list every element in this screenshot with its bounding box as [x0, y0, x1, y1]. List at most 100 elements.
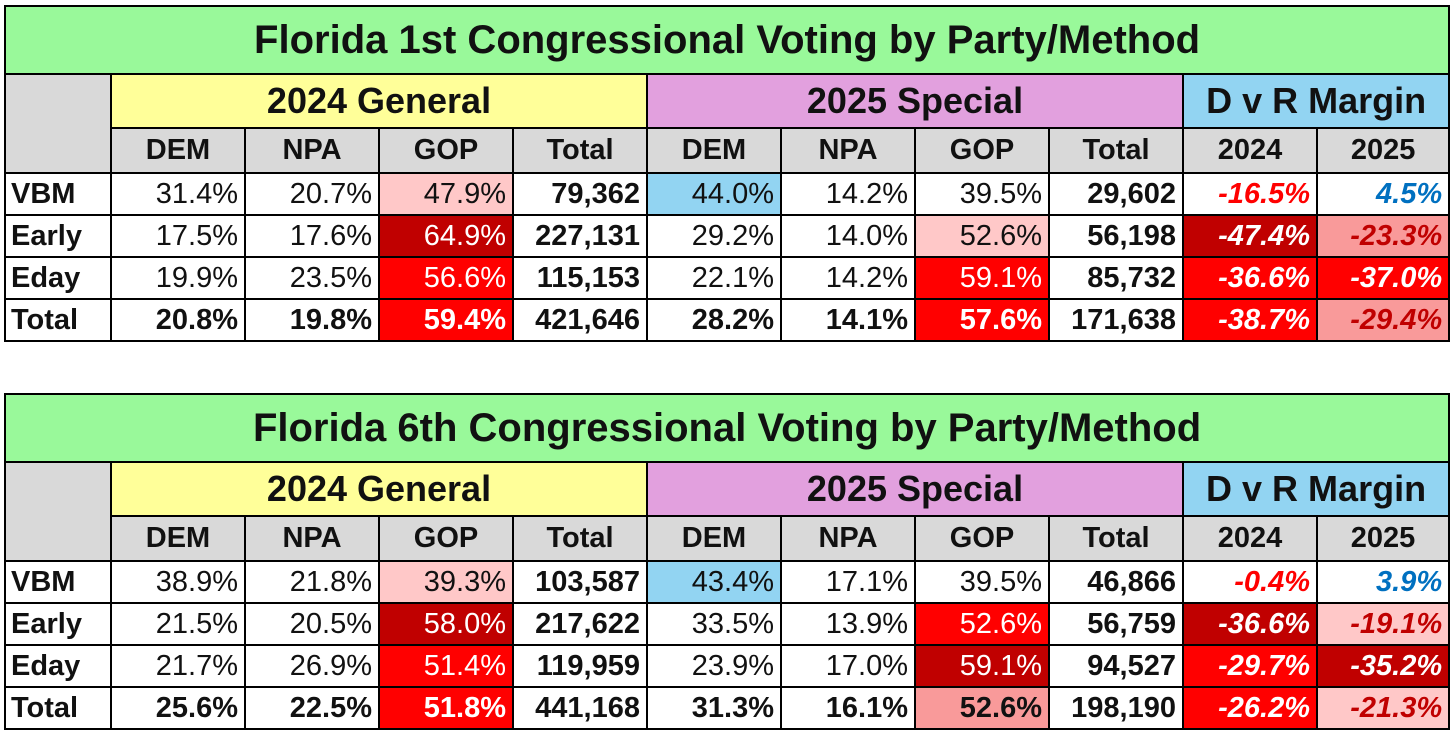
cell: 94,527 [1048, 644, 1184, 688]
col-header: GOP [378, 515, 514, 562]
cell: -47.4% [1182, 214, 1318, 258]
cell: 441,168 [512, 686, 648, 730]
cell: 119,959 [512, 644, 648, 688]
row-label: Eday [4, 644, 112, 688]
col-header: GOP [914, 127, 1050, 174]
table-row: Early 21.5% 20.5% 58.0% 217,622 33.5% 13… [4, 602, 1451, 646]
cell: 20.5% [244, 602, 380, 646]
cell: -26.2% [1182, 686, 1318, 730]
cell: -29.4% [1315, 298, 1451, 342]
col-header: DEM [646, 127, 782, 174]
cell: 115,153 [512, 256, 648, 300]
col-header: Total [512, 515, 648, 562]
col-header: NPA [780, 127, 916, 174]
col-header: NPA [244, 515, 380, 562]
row-label: VBM [4, 172, 112, 216]
cell: 31.3% [646, 686, 782, 730]
fl1-table: Florida 1st Congressional Voting by Part… [3, 5, 1451, 342]
group-header-2024-general: 2024 General [110, 73, 648, 129]
cell: 56.6% [378, 256, 514, 300]
cell: 52.6% [914, 214, 1050, 258]
cell: 46,866 [1048, 560, 1184, 604]
row-label: Eday [4, 256, 112, 300]
row-label: Total [4, 298, 112, 342]
table-row: Total 25.6% 22.5% 51.8% 441,168 31.3% 16… [4, 686, 1451, 730]
table-block-fl1: Florida 1st Congressional Voting by Part… [3, 5, 1451, 342]
cell: 14.0% [780, 214, 916, 258]
group-header-2025-special: 2025 Special [646, 461, 1184, 517]
cell: 59.1% [914, 644, 1050, 688]
cell: 56,198 [1048, 214, 1184, 258]
cell: 20.8% [110, 298, 246, 342]
cell: 21.5% [110, 602, 246, 646]
row-label: VBM [4, 560, 112, 604]
table-row: VBM 31.4% 20.7% 47.9% 79,362 44.0% 14.2%… [4, 172, 1451, 216]
fl6-table: Florida 6th Congressional Voting by Part… [3, 393, 1451, 730]
cell: 17.1% [780, 560, 916, 604]
cell: 25.6% [110, 686, 246, 730]
cell: -0.4% [1182, 560, 1318, 604]
col-header: 2025 [1315, 515, 1451, 562]
table-row: VBM 38.9% 21.8% 39.3% 103,587 43.4% 17.1… [4, 560, 1451, 604]
cell: -36.6% [1182, 602, 1318, 646]
cell: 3.9% [1315, 560, 1451, 604]
cell: 33.5% [646, 602, 782, 646]
group-header-margin: D v R Margin [1181, 73, 1451, 129]
cell: 28.2% [646, 298, 782, 342]
cell: 21.7% [110, 644, 246, 688]
cell: 44.0% [646, 172, 782, 216]
cell: 85,732 [1048, 256, 1184, 300]
col-header: NPA [780, 515, 916, 562]
col-header: 2025 [1315, 127, 1451, 174]
cell: 39.3% [378, 560, 514, 604]
cell: 16.1% [780, 686, 916, 730]
col-header: DEM [110, 127, 246, 174]
cell: -16.5% [1182, 172, 1318, 216]
cell: 14.2% [780, 256, 916, 300]
col-header: Total [1048, 127, 1184, 174]
cell: 227,131 [512, 214, 648, 258]
col-header: GOP [378, 127, 514, 174]
cell: 19.9% [110, 256, 246, 300]
row-label: Early [4, 602, 112, 646]
cell: 58.0% [378, 602, 514, 646]
cell: 14.1% [780, 298, 916, 342]
cell: 22.1% [646, 256, 782, 300]
cell: 217,622 [512, 602, 648, 646]
table-title: Florida 6th Congressional Voting by Part… [3, 393, 1451, 463]
cell: 43.4% [646, 560, 782, 604]
cell: -21.3% [1315, 686, 1451, 730]
cell: -38.7% [1182, 298, 1318, 342]
cell: 57.6% [914, 298, 1050, 342]
cell: 26.9% [244, 644, 380, 688]
col-header: 2024 [1182, 515, 1318, 562]
cell: 51.8% [378, 686, 514, 730]
col-header: DEM [110, 515, 246, 562]
cell: 198,190 [1048, 686, 1184, 730]
cell: 52.6% [914, 686, 1050, 730]
group-header-2024-general: 2024 General [110, 461, 648, 517]
cell: 20.7% [244, 172, 380, 216]
cell: -36.6% [1182, 256, 1318, 300]
col-header: 2024 [1182, 127, 1318, 174]
corner-cell [4, 461, 112, 562]
cell: 39.5% [914, 172, 1050, 216]
cell: 17.0% [780, 644, 916, 688]
corner-cell [4, 73, 112, 174]
cell: -37.0% [1315, 256, 1451, 300]
cell: 103,587 [512, 560, 648, 604]
cell: 29,602 [1048, 172, 1184, 216]
cell: 421,646 [512, 298, 648, 342]
group-header-margin: D v R Margin [1181, 461, 1451, 517]
cell: 56,759 [1048, 602, 1184, 646]
cell: -19.1% [1315, 602, 1451, 646]
cell: -23.3% [1315, 214, 1451, 258]
cell: 59.1% [914, 256, 1050, 300]
cell: 31.4% [110, 172, 246, 216]
cell: 4.5% [1315, 172, 1451, 216]
table-row: Total 20.8% 19.8% 59.4% 421,646 28.2% 14… [4, 298, 1451, 342]
table-row: Eday 19.9% 23.5% 56.6% 115,153 22.1% 14.… [4, 256, 1451, 300]
cell: 52.6% [914, 602, 1050, 646]
cell: 13.9% [780, 602, 916, 646]
cell: -35.2% [1315, 644, 1451, 688]
